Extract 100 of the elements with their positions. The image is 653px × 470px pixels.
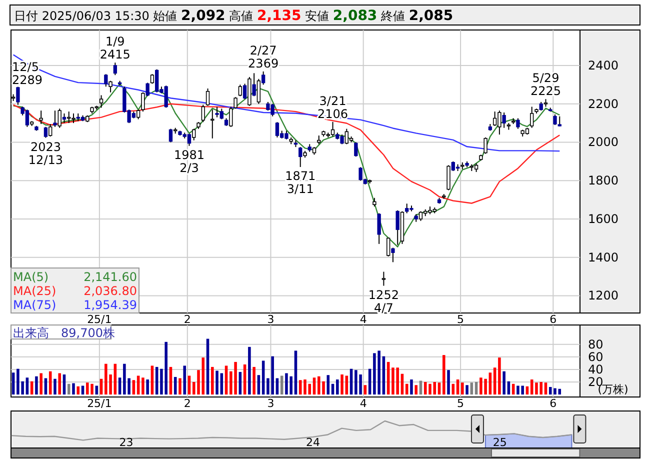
annotation: 2289 (12, 73, 43, 87)
bar (364, 385, 367, 394)
bar (81, 386, 84, 394)
candlestick (99, 94, 104, 108)
bar (136, 376, 140, 394)
bar (502, 371, 506, 394)
bar (132, 380, 136, 394)
annotation: 5/29 (532, 71, 560, 86)
bar (461, 382, 464, 394)
candlestick (418, 210, 423, 222)
bar (248, 346, 251, 394)
bar (414, 385, 418, 394)
annotation: 4/7 (374, 300, 394, 315)
candlestick (187, 133, 192, 146)
bar (72, 383, 75, 394)
y-tick-label: 1800 (588, 174, 619, 188)
annotation: 2415 (100, 48, 130, 62)
x-tick-label: 23 (119, 436, 134, 449)
candlestick (330, 121, 335, 137)
bar (262, 360, 265, 394)
annotation: 2225 (530, 84, 562, 98)
candlestick (256, 78, 261, 104)
candlestick (39, 110, 43, 125)
x-tick-label: 6 (550, 397, 557, 410)
bar (544, 382, 548, 394)
candlestick (136, 109, 140, 120)
annotation: 1,954.39 (84, 298, 137, 312)
y-tick-label: 1200 (588, 288, 619, 303)
x-tick-label: 3 (267, 397, 274, 410)
bar (174, 376, 177, 394)
annotation: 3/11 (286, 182, 314, 196)
bar (466, 385, 468, 394)
annotation: 2369 (248, 56, 279, 70)
y-tick-label: 2200 (588, 96, 619, 111)
bar (257, 375, 260, 394)
x-tick-label: 5 (457, 313, 464, 326)
bar (345, 376, 348, 394)
y-tick-label: 40 (588, 362, 604, 376)
bar (76, 386, 80, 394)
candlestick (354, 142, 358, 158)
candlestick (530, 106, 534, 128)
bar (155, 366, 158, 394)
bar (312, 378, 316, 394)
bar (243, 364, 246, 394)
candlestick (113, 62, 118, 76)
text: MA(5) (13, 270, 49, 284)
bar (95, 386, 98, 394)
bar (447, 370, 450, 394)
candlestick (234, 96, 238, 110)
bar (470, 382, 474, 394)
annotation: 2,141.60 (84, 270, 137, 284)
annotation: 1/9 (106, 34, 125, 49)
x-tick-label: 4 (360, 397, 367, 410)
annotation: 2023 (30, 140, 61, 154)
bar (238, 372, 242, 394)
chart-title: 日付 2025/06/03 15:30 始値 2,092 高値 2,135 安値 2,083 終値 2,085 (14, 8, 454, 24)
candlestick (229, 106, 233, 128)
bar (188, 376, 191, 394)
candlestick (446, 164, 450, 191)
bar (419, 380, 422, 394)
candlestick (201, 104, 205, 123)
x-tick-label: 6 (550, 313, 557, 326)
bar (336, 379, 339, 394)
bar (530, 379, 534, 394)
x-tick-label: 4 (360, 313, 367, 326)
bar (386, 362, 390, 394)
text: MA(75) (13, 298, 56, 312)
bar (26, 378, 29, 394)
chart-title: 出来高 89,700株 (13, 326, 115, 340)
bar (326, 375, 330, 394)
candlestick (275, 122, 280, 138)
bar (12, 372, 15, 394)
bar (44, 378, 48, 394)
bar (206, 338, 210, 394)
bar (382, 356, 386, 394)
bar (142, 378, 144, 394)
bar (410, 379, 413, 394)
y-tick-label: 2400 (588, 58, 619, 72)
x-tick-label: 2 (184, 313, 191, 326)
annotation: 2,036.80 (84, 284, 137, 298)
bar (150, 366, 154, 394)
candlestick (58, 108, 62, 128)
annotation: 2/27 (250, 43, 277, 58)
candlestick (108, 80, 112, 93)
x-tick-label: 5 (457, 397, 464, 410)
candlestick (382, 271, 386, 286)
candlestick (62, 112, 66, 124)
bar (67, 384, 70, 394)
candlestick (377, 212, 381, 244)
x-tick-label: 3 (267, 313, 274, 326)
annotation: 1252 (368, 288, 399, 302)
x-tick-label: 2 (184, 397, 191, 410)
y-tick-label: 2000 (588, 135, 619, 150)
bar (35, 376, 38, 394)
bar (146, 379, 149, 394)
bar (340, 374, 344, 394)
annotation: 1981 (174, 148, 205, 162)
bar (58, 373, 61, 394)
candlestick (192, 128, 196, 141)
candlestick (168, 128, 173, 143)
